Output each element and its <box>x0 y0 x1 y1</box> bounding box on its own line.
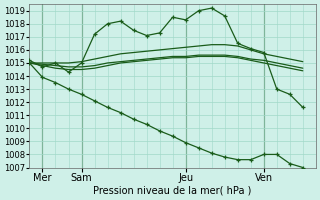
X-axis label: Pression niveau de la mer( hPa ): Pression niveau de la mer( hPa ) <box>93 186 252 196</box>
